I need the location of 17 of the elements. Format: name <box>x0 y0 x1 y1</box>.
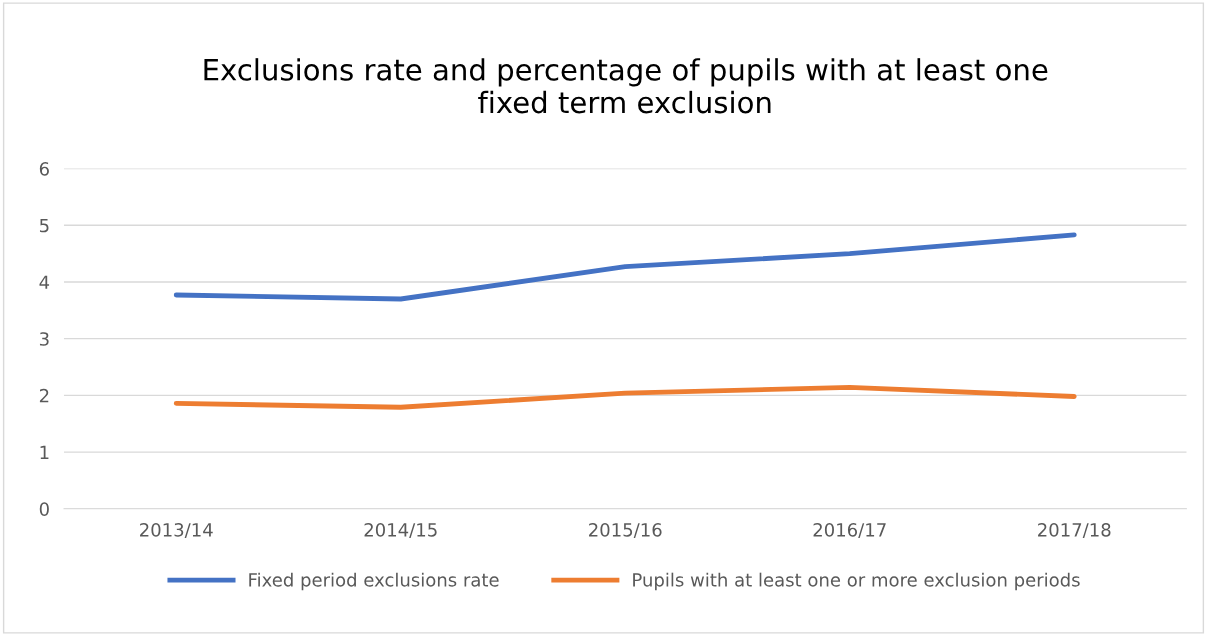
y-tick-label: 1 <box>40 445 49 459</box>
y-tick-label: 2 <box>39 388 49 403</box>
chart-title: Exclusions rate and percentage of pupils with at least one fixed term exclusion <box>204 58 1048 114</box>
y-tick-label: 6 <box>39 162 49 176</box>
legend-label: Pupils with at least one or more exclusion periods <box>633 572 1080 591</box>
y-tick-label: 5 <box>39 218 49 233</box>
x-tick-label: 2014/15 <box>364 523 437 539</box>
y-tick-label: 3 <box>39 332 49 346</box>
line-series <box>173 232 1077 302</box>
x-tick-label: 2015/16 <box>589 523 662 539</box>
x-tick-label: 2017/18 <box>1038 523 1111 539</box>
line-series <box>173 385 1077 410</box>
x-tick-label: 2013/14 <box>140 523 213 539</box>
y-tick-label: 0 <box>39 502 49 516</box>
y-tick-label: 4 <box>39 275 50 289</box>
legend-label: Fixed period exclusions rate <box>249 572 499 591</box>
x-tick-label: 2016/17 <box>813 523 886 539</box>
